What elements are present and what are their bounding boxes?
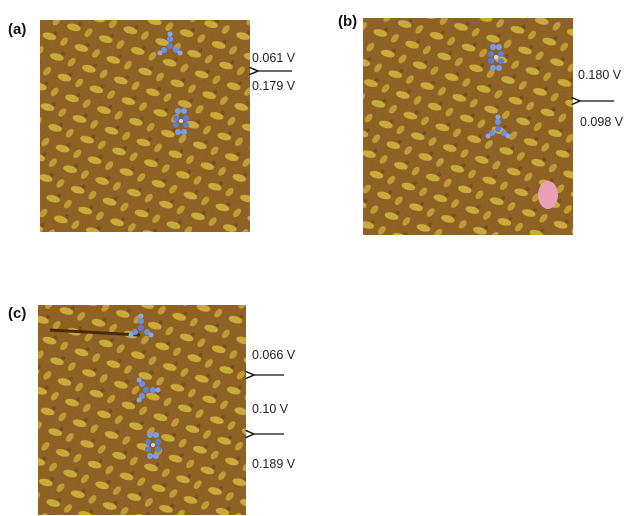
panel-label: (b)	[338, 13, 357, 30]
figure: (a) 0.061 V 0.179 V (b) 0.180 V 0.098 V …	[0, 0, 639, 516]
panel-label: (a)	[8, 21, 26, 38]
panel-b: (b) 0.180 V 0.098 V	[338, 13, 624, 235]
stm-noise	[38, 305, 246, 515]
panel-c: (c) 0.066 V 0.10 V 0.189 V	[8, 305, 296, 515]
voltage-label: 0.061 V	[252, 51, 296, 65]
voltage-label: 0.066 V	[252, 348, 296, 362]
voltage-label: 0.179 V	[252, 79, 296, 93]
voltage-label: 0.189 V	[252, 457, 296, 471]
page: {"panels": [ {"label": "(a)", "voltages"…	[0, 0, 639, 516]
bright-spot	[538, 181, 558, 209]
voltage-label: 0.180 V	[578, 68, 622, 82]
voltage-label: 0.098 V	[580, 115, 624, 129]
panel-a: (a) 0.061 V 0.179 V	[8, 20, 296, 232]
panel-label: (c)	[8, 305, 26, 322]
stm-noise	[40, 20, 250, 232]
voltage-label: 0.10 V	[252, 402, 289, 416]
